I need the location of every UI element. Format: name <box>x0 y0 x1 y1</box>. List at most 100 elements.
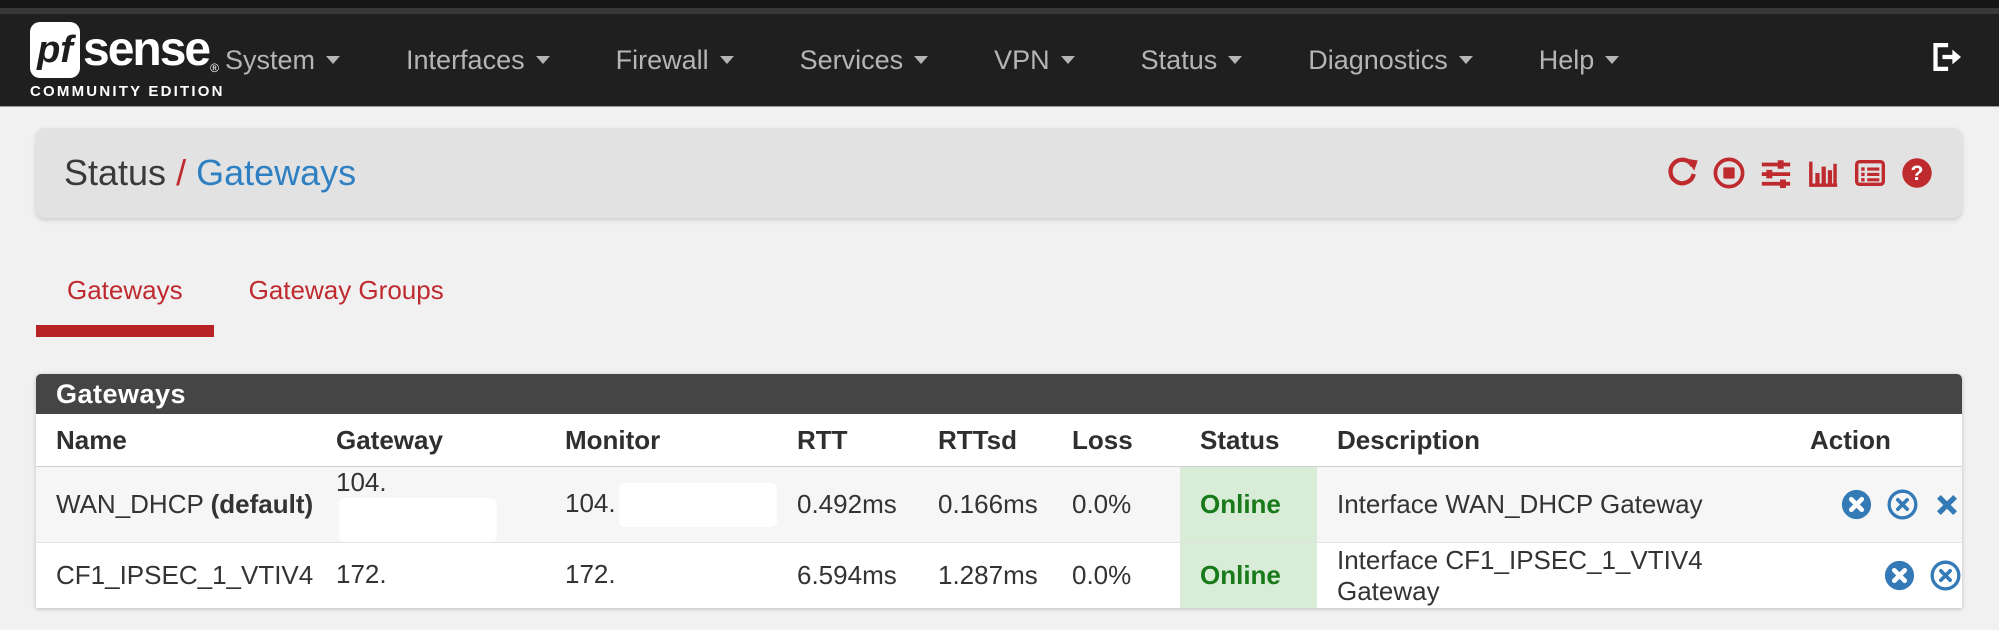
stop-circle-icon[interactable] <box>1712 156 1746 190</box>
gateway-ip-prefix: 104. <box>336 467 387 497</box>
chevron-down-icon <box>1605 56 1620 64</box>
table-header-row: Name Gateway Monitor RTT RTTsd Loss Stat… <box>36 414 1962 467</box>
pf-logo-box: pf <box>30 22 80 78</box>
breadcrumb-separator: / <box>176 152 187 193</box>
menu-label: VPN <box>994 44 1050 75</box>
col-header-status: Status <box>1180 414 1317 467</box>
top-navbar: pf sense ® COMMUNITY EDITION System Inte… <box>0 0 1999 106</box>
gateway-ip-cell: 104. <box>316 467 545 543</box>
action-cell <box>1790 542 1962 608</box>
bar-chart-icon[interactable] <box>1806 156 1840 190</box>
menu-label: System <box>225 44 316 75</box>
menu-item-services[interactable]: Services <box>800 45 962 76</box>
col-header-rttsd: RTTsd <box>918 414 1052 467</box>
panel-title: Gateways <box>36 374 1962 414</box>
breadcrumb-section: Status <box>64 152 167 193</box>
menu-label: Interfaces <box>406 44 525 75</box>
refresh-icon[interactable] <box>1665 156 1699 190</box>
table-row: WAN_DHCP (default) 104. 104. 0.492ms 0.1… <box>36 466 1962 543</box>
loss-cell: 0.0% <box>1072 489 1132 519</box>
gateways-panel: Gateways Name Gateway Monitor RTT RTTsd … <box>36 374 1962 608</box>
gateway-name: CF1_IPSEC_1_VTIV4 <box>56 560 314 590</box>
menu-label: Services <box>799 44 904 75</box>
sign-out-icon[interactable] <box>1929 40 1963 74</box>
gateway-ip-prefix: 172. <box>336 558 387 589</box>
chevron-down-icon <box>1458 56 1473 64</box>
menu-label: Diagnostics <box>1308 44 1448 75</box>
col-header-monitor: Monitor <box>545 414 777 467</box>
breadcrumb: Status / Gateways <box>64 152 356 194</box>
col-header-rtt: RTT <box>777 414 918 467</box>
tab-bar: Gateways Gateway Groups <box>36 255 479 337</box>
monitor-ip-cell: 104. <box>545 467 777 543</box>
rttsd-cell: 0.166ms <box>938 489 1038 519</box>
times-circle-outline-icon[interactable] <box>1886 488 1919 521</box>
menu-item-firewall[interactable]: Firewall <box>616 45 767 76</box>
menu-item-status[interactable]: Status <box>1141 45 1276 76</box>
table-row: CF1_IPSEC_1_VTIV4 172. 172. 6.594ms 1.28… <box>36 542 1962 608</box>
tab-gateway-groups[interactable]: Gateway Groups <box>218 255 475 325</box>
pfsense-logo[interactable]: pf sense ® COMMUNITY EDITION <box>30 22 225 100</box>
menu-item-help[interactable]: Help <box>1539 45 1653 76</box>
status-badge: Online <box>1180 466 1317 543</box>
redacted-ip <box>618 553 769 598</box>
action-cell <box>1790 467 1962 543</box>
col-header-action: Action <box>1790 414 1962 467</box>
col-header-loss: Loss <box>1052 414 1180 467</box>
chevron-down-icon <box>719 56 734 64</box>
pf-logo-text: pf <box>37 28 73 71</box>
description-cell: Interface WAN_DHCP Gateway <box>1337 489 1703 519</box>
tab-label: Gateway Groups <box>248 275 444 305</box>
menu-label: Help <box>1538 44 1595 75</box>
default-badge: (default) <box>210 489 314 519</box>
redacted-ip <box>389 553 540 598</box>
sense-wordmark: sense <box>83 23 211 76</box>
registered-mark: ® <box>210 61 219 75</box>
breadcrumb-toolbar: ? <box>1665 156 1934 190</box>
list-log-icon[interactable] <box>1853 156 1887 190</box>
menu-item-diagnostics[interactable]: Diagnostics <box>1308 45 1506 76</box>
chevron-down-icon <box>326 56 341 64</box>
menu-item-vpn[interactable]: VPN <box>994 45 1108 76</box>
times-icon[interactable] <box>1932 490 1962 520</box>
menu-item-system[interactable]: System <box>225 45 373 76</box>
tab-gateways[interactable]: Gateways <box>36 255 214 337</box>
redacted-ip <box>339 498 497 542</box>
menu-item-interfaces[interactable]: Interfaces <box>406 45 583 76</box>
gateways-table: Name Gateway Monitor RTT RTTsd Loss Stat… <box>36 414 1962 608</box>
col-header-description: Description <box>1317 414 1790 467</box>
gateway-name-cell: WAN_DHCP (default) <box>36 467 316 543</box>
sliders-icon[interactable] <box>1759 156 1793 190</box>
rtt-cell: 0.492ms <box>797 489 897 519</box>
gateway-name: WAN_DHCP <box>56 489 204 519</box>
gateway-name-cell: CF1_IPSEC_1_VTIV4 <box>36 542 316 608</box>
description-cell: Interface CF1_IPSEC_1_VTIV4 Gateway <box>1317 542 1790 608</box>
menu-label: Firewall <box>615 44 709 75</box>
monitor-ip-prefix: 172. <box>565 558 616 589</box>
svg-text:?: ? <box>1911 161 1924 185</box>
monitor-ip-prefix: 104. <box>565 487 616 518</box>
chevron-down-icon <box>914 56 929 64</box>
times-circle-solid-icon[interactable] <box>1883 559 1916 592</box>
redacted-ip <box>618 482 777 527</box>
main-menu: System Interfaces Firewall Services VPN … <box>225 14 1685 106</box>
gateway-ip-cell: 172. <box>316 542 545 608</box>
chevron-down-icon <box>1060 56 1075 64</box>
chevron-down-icon <box>1228 56 1243 64</box>
rttsd-cell: 1.287ms <box>918 542 1052 608</box>
tab-label: Gateways <box>67 275 183 305</box>
status-badge: Online <box>1180 542 1317 608</box>
community-edition-tagline: COMMUNITY EDITION <box>30 83 225 100</box>
breadcrumb-page-link[interactable]: Gateways <box>196 152 357 193</box>
question-circle-icon[interactable]: ? <box>1900 156 1934 190</box>
times-circle-solid-icon[interactable] <box>1840 488 1873 521</box>
col-header-name: Name <box>36 414 316 467</box>
monitor-ip-cell: 172. <box>545 542 777 608</box>
chevron-down-icon <box>535 56 550 64</box>
menu-label: Status <box>1140 44 1218 75</box>
times-circle-outline-icon[interactable] <box>1929 559 1962 592</box>
loss-cell: 0.0% <box>1052 542 1180 608</box>
rtt-cell: 6.594ms <box>777 542 918 608</box>
breadcrumb-panel: Status / Gateways <box>36 128 1962 218</box>
col-header-gateway: Gateway <box>316 414 545 467</box>
